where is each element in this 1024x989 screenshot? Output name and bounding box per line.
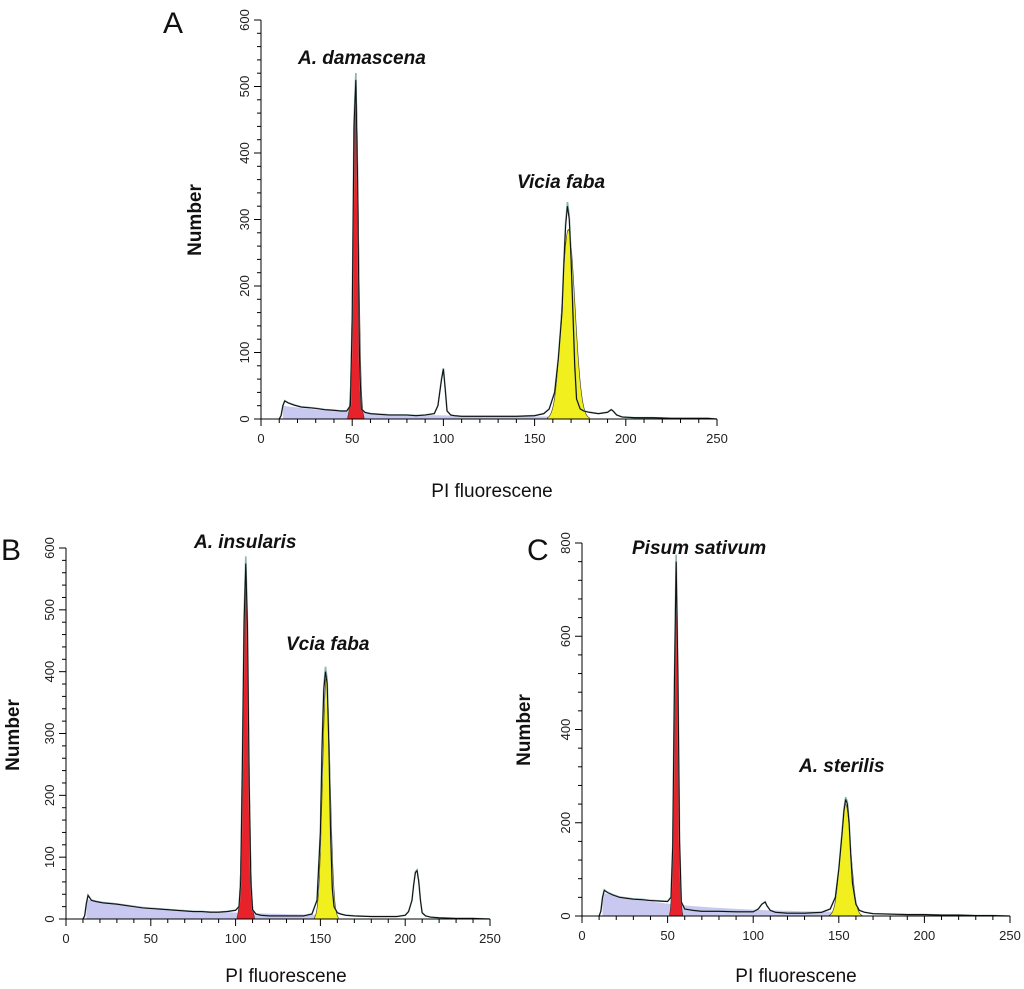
y-tick-label-b: 0 xyxy=(42,915,57,922)
y-axis-title-c: Number xyxy=(514,694,535,766)
x-tick-label-c: 250 xyxy=(999,928,1021,943)
peak-label-a-damascena: A. damascena xyxy=(297,48,426,69)
peak-fill-a-1 xyxy=(347,83,365,420)
histogram-trace-b xyxy=(82,563,491,920)
panel-letter-c: C xyxy=(527,534,549,567)
y-tick-label-b: 200 xyxy=(42,784,57,806)
x-tick-label-c: 200 xyxy=(914,928,936,943)
x-tick-label-c: 150 xyxy=(828,928,850,943)
histogram-trace-c xyxy=(598,561,1011,917)
plot-area-c: 0 50 100 150 200 250 0 200 400 600 800 xyxy=(558,532,1021,943)
x-tick-label-a: 50 xyxy=(345,431,359,446)
peak-label-pisum-sativum: Pisum sativum xyxy=(632,538,766,559)
peak-fill-a-2 xyxy=(547,228,590,420)
y-tick-label-c: 200 xyxy=(558,812,573,834)
x-tick-label-a: 0 xyxy=(257,431,264,446)
peak-fill-b-1 xyxy=(236,569,255,920)
panel-letter-a: A xyxy=(163,7,183,40)
x-tick-label-b: 100 xyxy=(225,931,247,946)
fit-line-c xyxy=(598,554,1011,917)
y-tick-label-c: 400 xyxy=(558,719,573,741)
x-tick-label-b: 0 xyxy=(62,931,69,946)
x-tick-label-a: 150 xyxy=(524,431,546,446)
y-tick-label-b: 300 xyxy=(42,723,57,745)
debris-fill-c xyxy=(602,892,839,916)
y-tick-label-a: 100 xyxy=(237,342,252,364)
panel-b: 0 50 100 150 200 250 0 100 200 300 400 500 600 B A. … xyxy=(1,532,501,987)
plot-area-b: 0 50 100 150 200 250 0 100 200 300 400 500 600 xyxy=(42,537,501,946)
x-tick-label-a: 100 xyxy=(433,431,455,446)
y-tick-label-c: 800 xyxy=(558,532,573,554)
x-tick-label-b: 150 xyxy=(310,931,332,946)
peak-label-a-insularis: A. insularis xyxy=(193,532,296,553)
y-tick-label-c: 0 xyxy=(558,912,573,919)
histogram-trace-a xyxy=(278,79,718,420)
y-tick-label-a: 500 xyxy=(237,76,252,98)
x-tick-label-b: 250 xyxy=(479,931,501,946)
panel-a: 0 50 100 150 200 250 0 100 200 300 400 500 600 A A. … xyxy=(163,7,728,502)
y-tick-label-a: 300 xyxy=(237,209,252,231)
peak-label-vicia-faba: Vicia faba xyxy=(517,172,605,193)
x-axis-title-c: PI fluorescene xyxy=(735,966,856,987)
peak-label-vcia-faba: Vcia faba xyxy=(286,634,370,655)
y-tick-label-a: 600 xyxy=(237,9,252,31)
y-tick-label-c: 600 xyxy=(558,625,573,647)
x-tick-label-a: 200 xyxy=(615,431,637,446)
y-tick-label-b: 400 xyxy=(42,661,57,683)
y-tick-label-a: 200 xyxy=(237,275,252,297)
x-tick-label-b: 200 xyxy=(394,931,416,946)
panel-letter-b: B xyxy=(1,534,21,567)
y-tick-label-a: 400 xyxy=(237,142,252,164)
fit-line-b xyxy=(82,556,491,920)
x-tick-label-a: 250 xyxy=(706,431,728,446)
x-tick-label-c: 100 xyxy=(742,928,764,943)
panel-c: 0 50 100 150 200 250 0 200 400 600 800 C Pisum sat… xyxy=(514,532,1021,987)
y-tick-label-b: 100 xyxy=(42,846,57,868)
plot-area-a: 0 50 100 150 200 250 0 100 200 300 400 500 600 xyxy=(237,9,728,446)
y-tick-label-b: 500 xyxy=(42,599,57,621)
y-tick-label-b: 600 xyxy=(42,537,57,559)
y-axis-title-b: Number xyxy=(3,699,24,771)
x-axis-title-a: PI fluorescene xyxy=(431,481,552,502)
x-tick-label-b: 50 xyxy=(144,931,158,946)
y-tick-label-a: 0 xyxy=(237,415,252,422)
fit-line-a xyxy=(278,73,718,420)
x-tick-label-c: 0 xyxy=(578,928,585,943)
x-axis-title-b: PI fluorescene xyxy=(225,966,346,987)
debris-fill-b xyxy=(86,899,321,919)
x-tick-label-c: 50 xyxy=(660,928,674,943)
peak-label-a-sterilis: A. sterilis xyxy=(798,756,885,777)
y-axis-title-a: Number xyxy=(185,184,206,256)
